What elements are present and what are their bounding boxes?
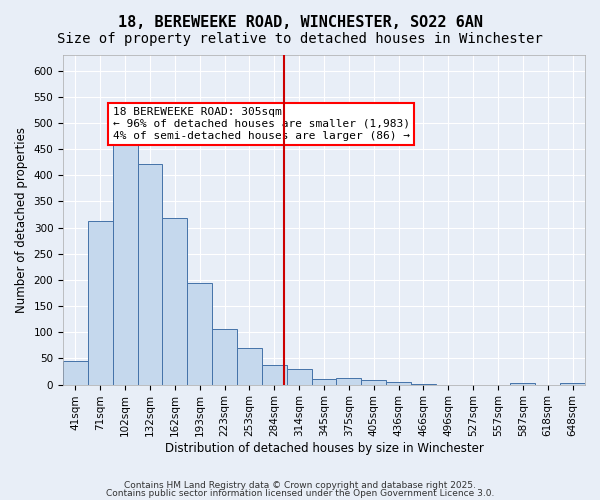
Bar [63,360,88,384]
Bar [511,383,535,384]
Y-axis label: Number of detached properties: Number of detached properties [15,127,28,313]
Bar [262,364,287,384]
Text: Contains public sector information licensed under the Open Government Licence 3.: Contains public sector information licen… [106,488,494,498]
Bar [311,379,337,384]
Bar [187,282,212,384]
Text: Size of property relative to detached houses in Winchester: Size of property relative to detached ho… [57,32,543,46]
Bar [212,329,237,384]
Bar [337,378,361,384]
Bar [137,164,163,384]
Bar [163,218,187,384]
Bar [237,348,262,384]
X-axis label: Distribution of detached houses by size in Winchester: Distribution of detached houses by size … [164,442,484,455]
Text: Contains HM Land Registry data © Crown copyright and database right 2025.: Contains HM Land Registry data © Crown c… [124,481,476,490]
Text: 18 BEREWEEKE ROAD: 305sqm
← 96% of detached houses are smaller (1,983)
4% of sem: 18 BEREWEEKE ROAD: 305sqm ← 96% of detac… [113,108,410,140]
Bar [386,382,411,384]
Bar [361,380,386,384]
Bar [287,369,311,384]
Bar [560,382,585,384]
Bar [113,124,137,384]
Text: 18, BEREWEEKE ROAD, WINCHESTER, SO22 6AN: 18, BEREWEEKE ROAD, WINCHESTER, SO22 6AN [118,15,482,30]
Bar [88,222,113,384]
